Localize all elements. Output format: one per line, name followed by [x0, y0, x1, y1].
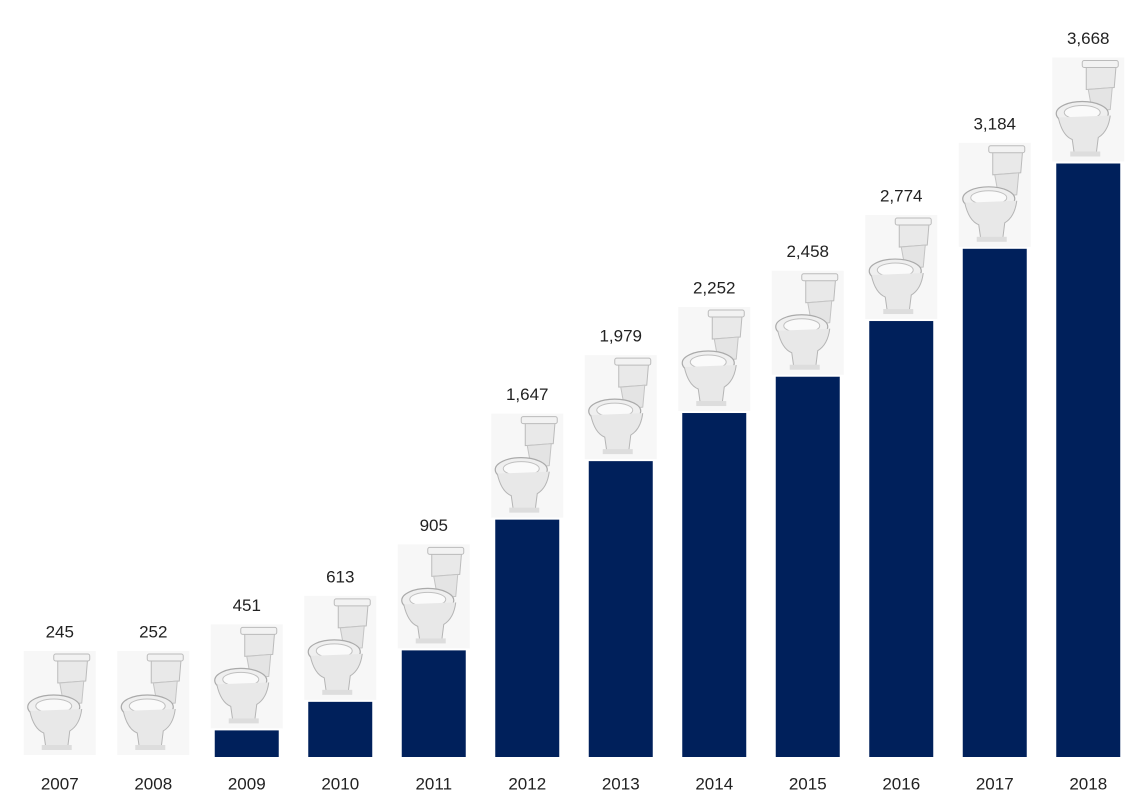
- x-tick-label: 2010: [321, 774, 359, 793]
- bar: [401, 650, 466, 757]
- bar: [682, 413, 747, 757]
- value-label: 252: [139, 622, 167, 641]
- x-tick-label: 2014: [695, 774, 733, 793]
- toilet-icon: [771, 270, 845, 376]
- x-tick-label: 2008: [134, 774, 172, 793]
- toilet-icon: [1051, 56, 1125, 163]
- x-tick-label: 2017: [976, 774, 1014, 793]
- value-label: 1,979: [599, 327, 642, 346]
- value-label: 2,252: [693, 279, 736, 298]
- value-label: 451: [233, 596, 261, 615]
- value-label: 1,647: [506, 385, 549, 404]
- bar: [495, 519, 560, 757]
- toilet-icon: [303, 595, 377, 701]
- toilet-icon: [677, 306, 751, 412]
- x-tick-label: 2016: [882, 774, 920, 793]
- bar: [1056, 163, 1121, 757]
- x-tick-label: 2013: [602, 774, 640, 793]
- value-label: 905: [420, 516, 448, 535]
- bar: [962, 248, 1027, 758]
- x-tick-label: 2015: [789, 774, 827, 793]
- value-label: 2,774: [880, 187, 923, 206]
- value-label: 2,458: [786, 242, 829, 261]
- toilet-icon: [958, 142, 1032, 248]
- toilet-icon: [490, 413, 564, 519]
- toilet-icon: [23, 650, 97, 756]
- toilet-icon: [584, 354, 658, 460]
- value-label: 3,184: [973, 114, 1016, 133]
- bar: [308, 701, 373, 757]
- value-label: 245: [46, 622, 74, 641]
- x-tick-label: 2009: [228, 774, 266, 793]
- value-label: 3,668: [1067, 29, 1110, 48]
- value-label: 613: [326, 567, 354, 586]
- bar: [214, 730, 279, 757]
- x-tick-label: 2007: [41, 774, 79, 793]
- toilet-icon: [864, 214, 938, 320]
- x-tick-label: 2011: [415, 774, 452, 793]
- x-tick-label: 2012: [508, 774, 546, 793]
- x-tick-label: 2018: [1069, 774, 1107, 793]
- toilet-icon: [397, 543, 471, 649]
- bar: [588, 461, 653, 757]
- bar: [869, 321, 934, 757]
- bar: [775, 376, 840, 757]
- toilet-icon: [210, 623, 284, 729]
- toilet-icon: [116, 650, 190, 756]
